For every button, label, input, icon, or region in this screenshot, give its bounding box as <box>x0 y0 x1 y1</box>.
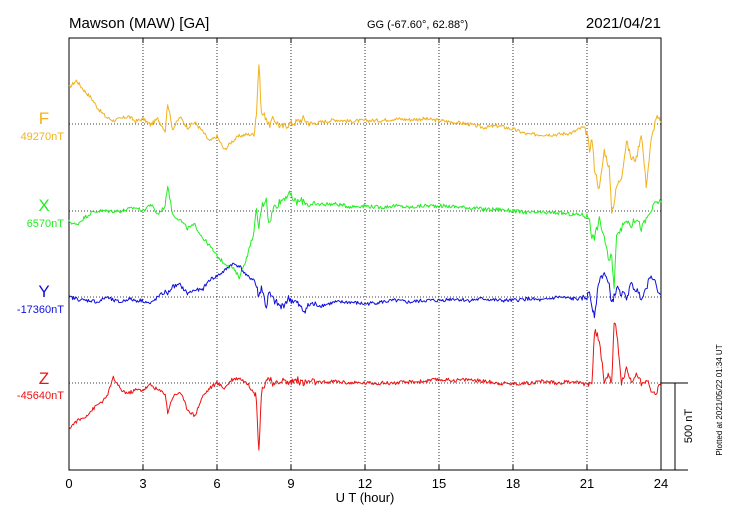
station-coordinates: GG (-67.60°, 62.88°) <box>367 19 468 31</box>
gridlines <box>142 38 588 470</box>
x-tick-label-9: 9 <box>287 476 294 491</box>
series-lines <box>68 64 662 451</box>
series-baseline-value-X: 6570nT <box>27 218 65 230</box>
x-tick-label-24: 24 <box>654 476 668 491</box>
series-line-F <box>68 64 662 214</box>
series-name-X: X <box>38 196 49 215</box>
x-tick-label-18: 18 <box>506 476 520 491</box>
series-line-Y <box>68 262 662 319</box>
series-labels: F 49270nT X 6570nT Y -17360nT Z -45640nT <box>17 109 64 402</box>
scale-bar-label: 500 nT <box>683 409 695 444</box>
scale-bar: 500 nT <box>661 382 695 471</box>
series-baseline-value-Z: -45640nT <box>17 390 64 402</box>
x-axis-label: U T (hour) <box>336 490 395 505</box>
series-name-F: F <box>39 109 49 128</box>
x-tick-label-12: 12 <box>358 476 372 491</box>
series-name-Z: Z <box>39 369 49 388</box>
x-tick-label-3: 3 <box>139 476 146 491</box>
x-ticks: 0 3 6 9 12 15 18 21 24 <box>65 38 668 491</box>
series-name-Y: Y <box>38 282 49 301</box>
series-baseline-value-F: 49270nT <box>21 131 65 143</box>
chart-date: 2021/04/21 <box>586 15 661 32</box>
x-tick-label-0: 0 <box>65 476 72 491</box>
plotted-timestamp: Plotted at 2021/05/22 01:34 UT <box>715 344 724 455</box>
series-line-Z <box>68 322 662 451</box>
series-baseline-value-Y: -17360nT <box>17 304 64 316</box>
station-title: Mawson (MAW) [GA] <box>69 15 209 32</box>
x-tick-label-6: 6 <box>213 476 220 491</box>
x-tick-label-21: 21 <box>580 476 594 491</box>
x-tick-label-15: 15 <box>432 476 446 491</box>
series-line-X <box>68 185 662 289</box>
